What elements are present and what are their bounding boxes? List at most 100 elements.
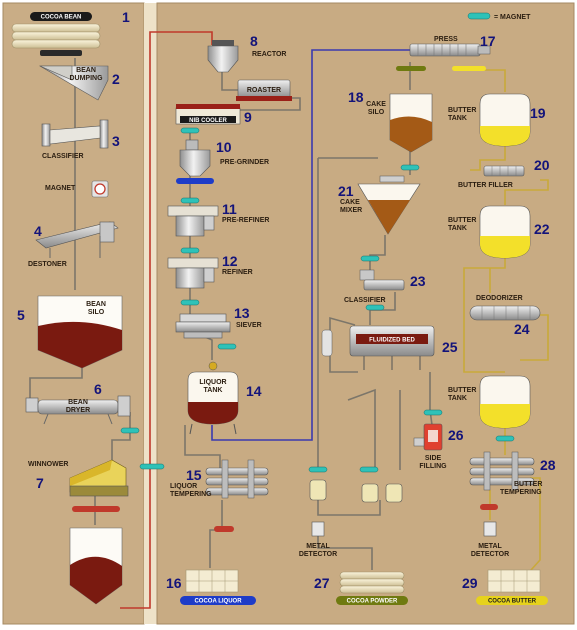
pre-grinder: PRE-GRINDER [176, 139, 269, 184]
step-number: 27 [314, 575, 330, 591]
step-number: 25 [442, 339, 458, 355]
magnet-marker [423, 409, 443, 416]
bean-dumping-hopper: BEAN DUMPING [38, 65, 109, 101]
cocoa-butter-blocks: COCOA BUTTER [476, 569, 548, 605]
pre-refiner-label: PRE-REFINER [222, 217, 269, 224]
refiner-label: REFINER [222, 269, 253, 276]
step-number: 1 [122, 9, 130, 25]
bean-dryer-label-1: BEAN [68, 399, 88, 406]
metal-detector-b: METAL DETECTOR [471, 521, 509, 558]
classifier-right: CLASSIFIER [344, 269, 405, 304]
pipe-red-return [120, 31, 213, 609]
side-filling: SIDE FILLING [413, 423, 447, 470]
butter-tempering-outlet [480, 504, 498, 510]
pipe-tank-to-tempering [184, 425, 221, 470]
step-number: 12 [222, 253, 238, 269]
magnet-marker [120, 427, 140, 434]
magnet-marker [400, 164, 420, 171]
butter-tempering-label-1: BUTTER [514, 481, 542, 488]
liquor-tank-label-1: LIQUOR [199, 379, 226, 386]
reactor: REACTOR [207, 40, 286, 73]
step-number: 3 [112, 133, 120, 149]
step-number: 17 [480, 33, 496, 49]
butter-tank-c-label-2: TANK [448, 395, 467, 402]
bean-silo-label-1: BEAN [86, 301, 106, 308]
step-number: 22 [534, 221, 550, 237]
step-number: 10 [216, 139, 232, 155]
roaster: ROASTER [236, 79, 292, 101]
metal-detector-a: METAL DETECTOR [299, 521, 337, 558]
cake-mixer-label-2: MIXER [340, 207, 362, 214]
pipe-dryer-to-winnower [111, 412, 131, 460]
metal-detector-a-label-2: DETECTOR [299, 551, 337, 558]
pipe-deod-out [520, 314, 549, 361]
magnet-marker [217, 343, 237, 350]
step-numbers: 1 2 3 4 5 6 7 8 9 10 11 12 13 14 15 16 1… [17, 9, 556, 591]
step-number: 26 [448, 427, 464, 443]
pipe-bt22-out [463, 258, 506, 373]
butter-tank-a-label-1: BUTTER [448, 107, 476, 114]
step-number: 6 [94, 381, 102, 397]
reactor-label: REACTOR [252, 51, 286, 58]
classifier-left: CLASSIFIER [41, 119, 109, 160]
magnet-marker [359, 466, 379, 473]
step-number: 16 [166, 575, 182, 591]
winnower-label: WINNOWER [28, 461, 68, 468]
cake-mixer: CAKE MIXER [340, 175, 421, 235]
cake-silo-label-2: SILO [368, 109, 385, 116]
magnet-marker [308, 466, 328, 473]
magnet-marker [180, 247, 200, 254]
step-number: 21 [338, 183, 354, 199]
pipe-to-metaldet-a [317, 500, 381, 516]
liquor-tempering-outlet [214, 526, 234, 532]
cocoa-bean-bags: COCOA BEAN [11, 12, 101, 56]
butter-tank-a-label-2: TANK [448, 115, 467, 122]
pipe-filler-out [504, 179, 549, 205]
bean-silo-label-2: SILO [88, 309, 105, 316]
metal-detector-b-label-1: METAL [478, 543, 502, 550]
step-number: 29 [462, 575, 478, 591]
bean-dryer: BEAN DRYER [25, 395, 131, 425]
deodorizer-label: DEODORIZER [476, 295, 523, 302]
bean-silo: BEAN SILO [37, 295, 123, 369]
butter-tank-b-label-2: TANK [448, 225, 467, 232]
pipes [29, 31, 549, 609]
butter-tank-b-label-1: BUTTER [448, 217, 476, 224]
magnet-left: MAGNET [45, 180, 109, 198]
winnower: WINNOWER [28, 459, 129, 512]
magnet-markers [120, 127, 515, 473]
magnet-marker [180, 197, 200, 204]
step-number: 5 [17, 307, 25, 323]
metal-detector-a-label-1: METAL [306, 543, 330, 550]
step-number: 20 [534, 157, 550, 173]
pipe-press-to-butter [478, 69, 506, 92]
side-filling-label-2: FILLING [419, 463, 447, 470]
refiner: REFINER [167, 257, 253, 289]
bean-bag-stack [11, 23, 101, 49]
magnet-marker [180, 299, 200, 306]
bean-dumping-label-2: DUMPING [69, 75, 103, 82]
powder-hoppers [309, 479, 403, 503]
pipe-gray-long-2 [347, 388, 376, 470]
butter-tempering: BUTTER TEMPERING [469, 451, 542, 510]
pipe-blue-to-press [211, 49, 410, 441]
side-filling-label-1: SIDE [425, 455, 442, 462]
pipe-bt19-to-filler [470, 145, 506, 171]
bean-dumping-label-1: BEAN [76, 67, 96, 74]
cake-silo: CAKE SILO [366, 93, 433, 153]
step-number: 24 [514, 321, 530, 337]
pipe-roaster-nib [240, 97, 301, 111]
butter-filler-label: BUTTER FILLER [458, 182, 513, 189]
magnet-marker [365, 304, 385, 311]
classifier-left-label: CLASSIFIER [42, 153, 84, 160]
step-number: 14 [246, 383, 262, 399]
roaster-label: ROASTER [247, 87, 281, 94]
deodorizer: DEODORIZER [469, 295, 541, 321]
bean-feeder [40, 50, 82, 56]
metal-detector-b-label-2: DETECTOR [471, 551, 509, 558]
destoner: DESTONER [28, 221, 119, 268]
cocoa-butter-pill [476, 596, 548, 605]
cocoa-liquor-pill [180, 596, 256, 605]
legend: = MAGNET [467, 12, 531, 21]
